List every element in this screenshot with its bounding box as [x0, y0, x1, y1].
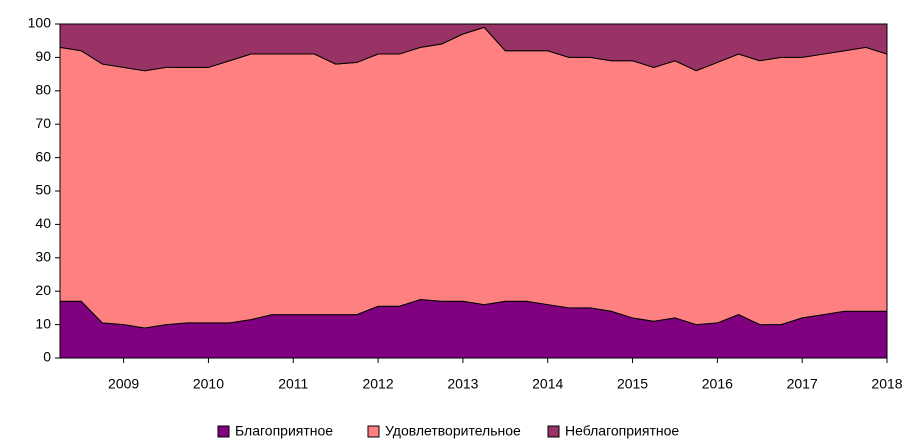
x-tick-label: 2014 — [532, 376, 563, 392]
y-tick-label: 60 — [35, 148, 51, 164]
y-tick-label: 0 — [43, 349, 51, 365]
x-tick-label: 2009 — [108, 376, 139, 392]
y-tick-label: 80 — [35, 82, 51, 98]
y-tick-label: 50 — [35, 182, 51, 198]
x-tick-label: 2010 — [193, 376, 224, 392]
x-tick-label: 2011 — [278, 376, 308, 392]
legend-label: Благоприятное — [235, 423, 333, 439]
x-tick-label: 2017 — [787, 376, 818, 392]
y-tick-label: 10 — [35, 315, 51, 331]
x-tick-label: 2012 — [362, 376, 393, 392]
y-tick-label: 100 — [28, 15, 52, 31]
y-tick-label: 20 — [35, 282, 51, 298]
y-tick-label: 90 — [35, 48, 51, 64]
legend-swatch — [367, 425, 380, 438]
legend-label: Удовлетворительное — [385, 423, 521, 439]
x-tick-label: 2018 — [871, 376, 902, 392]
legend-swatch — [217, 425, 230, 438]
y-tick-label: 30 — [35, 249, 51, 265]
y-tick-label: 70 — [35, 115, 51, 131]
legend-swatch — [547, 425, 560, 438]
x-tick-label: 2015 — [617, 376, 648, 392]
y-tick-label: 40 — [35, 215, 51, 231]
x-tick-label: 2016 — [702, 376, 733, 392]
area — [59, 26, 888, 329]
x-tick-label: 2013 — [447, 376, 478, 392]
legend-label: Неблагоприятное — [565, 423, 679, 439]
area — [59, 23, 888, 72]
